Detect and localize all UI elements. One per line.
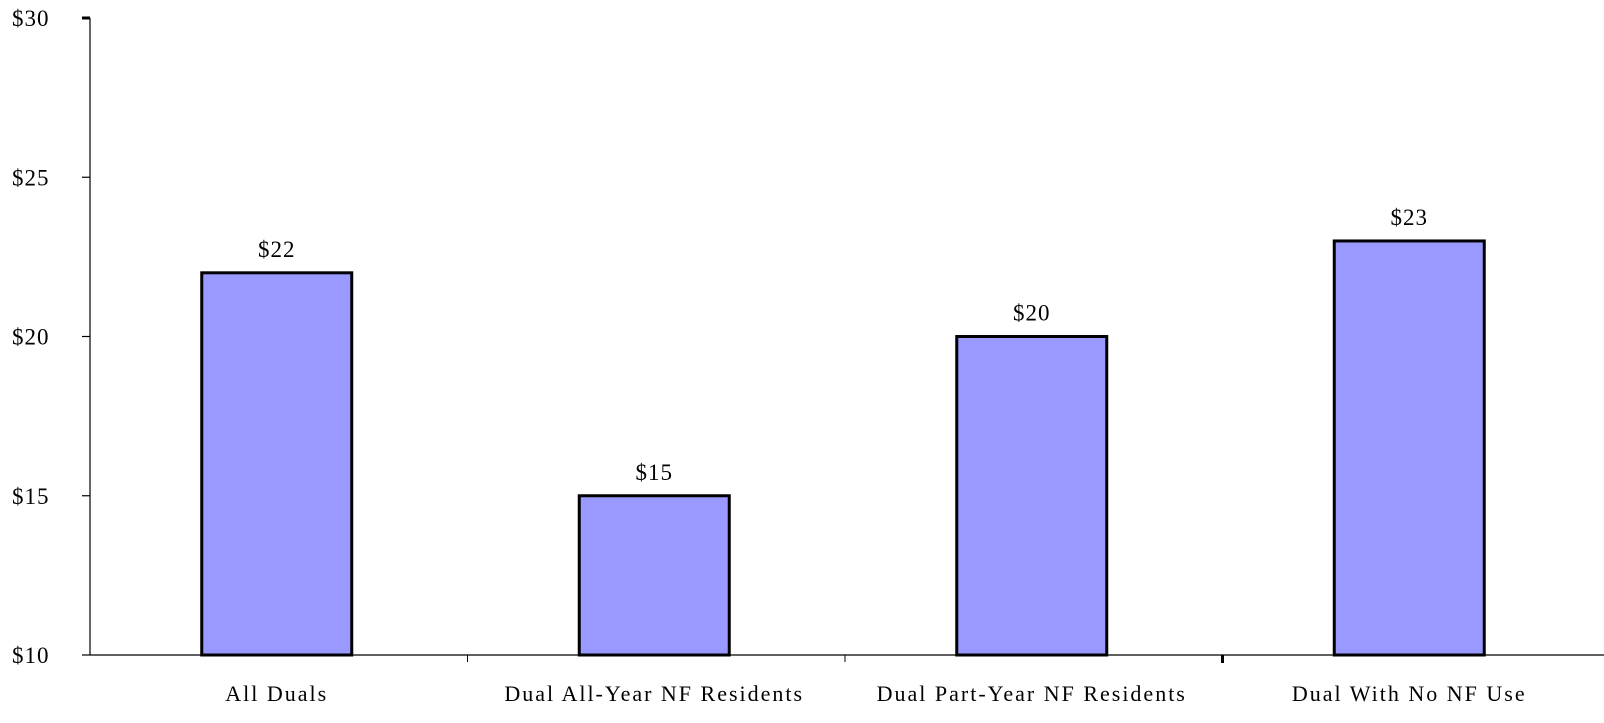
x-category-label: All Duals (225, 681, 328, 706)
data-labels: $22 $15 $20 $23 (258, 205, 1429, 485)
bar (955, 335, 1109, 657)
data-label: $15 (636, 460, 674, 485)
bar (577, 494, 731, 657)
y-tick-label: $20 (12, 325, 50, 350)
x-category-label: Dual All-Year NF Residents (504, 681, 804, 706)
y-axis: $10 $15 $20 $25 $30 (12, 6, 91, 668)
y-tick-label: $10 (12, 643, 50, 668)
bars (200, 239, 1486, 657)
bar (200, 271, 354, 657)
data-label: $23 (1391, 205, 1429, 230)
data-label: $20 (1013, 301, 1051, 326)
data-label: $22 (258, 237, 296, 262)
x-category-label: Dual Part-Year NF Residents (877, 681, 1187, 706)
y-tick-label: $30 (12, 6, 50, 31)
bar (1332, 239, 1486, 657)
y-tick-label: $25 (12, 165, 50, 190)
x-category-label: Dual With No NF Use (1292, 681, 1527, 706)
x-axis: All Duals Dual All-Year NF Residents Dual … (90, 654, 1604, 706)
y-tick-label: $15 (12, 484, 50, 509)
